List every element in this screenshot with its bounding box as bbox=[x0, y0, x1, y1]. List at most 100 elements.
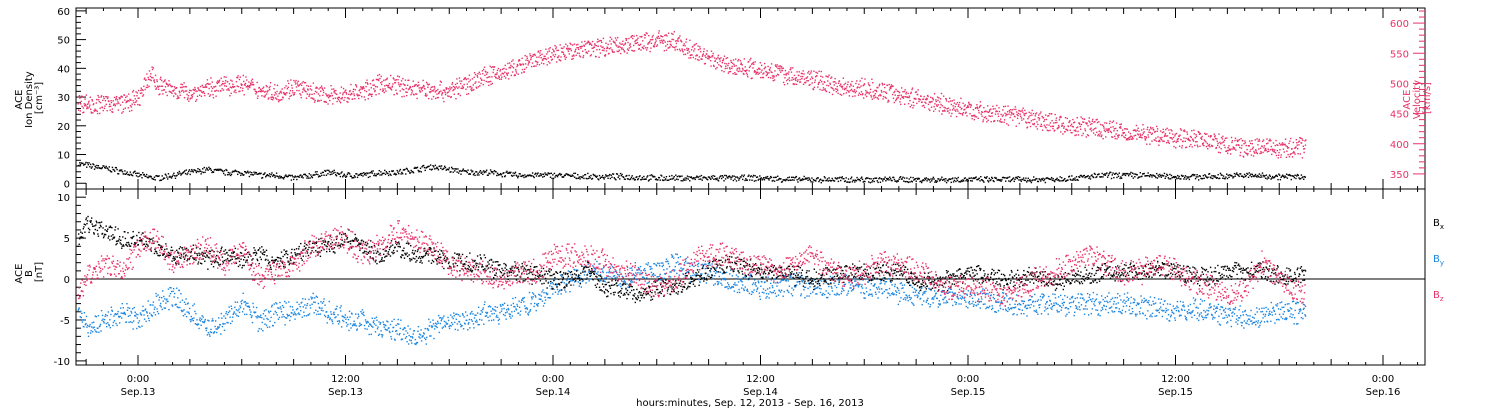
density-point bbox=[223, 173, 224, 174]
velocity-point bbox=[1130, 133, 1131, 134]
velocity-point bbox=[713, 66, 714, 67]
velocity-point bbox=[413, 80, 414, 81]
velocity-point bbox=[1009, 110, 1010, 111]
velocity-point bbox=[1220, 152, 1221, 153]
density-point bbox=[1013, 177, 1014, 178]
velocity-point bbox=[223, 89, 224, 90]
velocity-point bbox=[463, 87, 464, 88]
velocity-point bbox=[992, 112, 993, 113]
density-point bbox=[198, 171, 199, 172]
velocity-point bbox=[280, 91, 281, 92]
velocity-point bbox=[291, 85, 292, 86]
velocity-point bbox=[1083, 133, 1084, 134]
by-point bbox=[86, 316, 87, 317]
velocity-point bbox=[933, 99, 934, 100]
velocity-point bbox=[1098, 121, 1099, 122]
velocity-point bbox=[1092, 119, 1093, 120]
density-point bbox=[1286, 174, 1287, 175]
velocity-point bbox=[1127, 139, 1128, 140]
velocity-point bbox=[841, 94, 842, 95]
velocity-point bbox=[974, 115, 975, 116]
density-point bbox=[809, 178, 810, 179]
velocity-point bbox=[746, 73, 747, 74]
velocity-point bbox=[616, 45, 617, 46]
velocity-point bbox=[1079, 123, 1080, 124]
velocity-point bbox=[256, 82, 257, 83]
density-point bbox=[171, 177, 172, 178]
density-point bbox=[772, 180, 773, 181]
velocity-point bbox=[808, 80, 809, 81]
velocity-point bbox=[889, 89, 890, 90]
velocity-point bbox=[1022, 111, 1023, 112]
velocity-point bbox=[703, 53, 704, 54]
velocity-point bbox=[206, 87, 207, 88]
velocity-point bbox=[585, 43, 586, 44]
by-point bbox=[119, 322, 120, 323]
velocity-point bbox=[268, 97, 269, 98]
density-point bbox=[1165, 176, 1166, 177]
density-point bbox=[1295, 178, 1296, 179]
velocity-point bbox=[1034, 123, 1035, 124]
velocity-point bbox=[570, 44, 571, 45]
velocity-point bbox=[1193, 140, 1194, 141]
velocity-point bbox=[203, 91, 204, 92]
velocity-point bbox=[617, 37, 618, 38]
density-point bbox=[425, 170, 426, 171]
velocity-point bbox=[725, 58, 726, 59]
velocity-point bbox=[1023, 118, 1024, 119]
density-point bbox=[636, 176, 637, 177]
velocity-point bbox=[143, 86, 144, 87]
density-point bbox=[828, 177, 829, 178]
density-point bbox=[1098, 173, 1099, 174]
velocity-point bbox=[750, 58, 751, 59]
velocity-point bbox=[1232, 140, 1233, 141]
velocity-point bbox=[1084, 128, 1085, 129]
velocity-point bbox=[1003, 106, 1004, 107]
velocity-point bbox=[944, 110, 945, 111]
velocity-point bbox=[918, 101, 919, 102]
by-point bbox=[137, 314, 138, 315]
density-point bbox=[78, 165, 79, 166]
velocity-point bbox=[493, 69, 494, 70]
velocity-point bbox=[254, 89, 255, 90]
velocity-point bbox=[939, 107, 940, 108]
velocity-point bbox=[871, 79, 872, 80]
velocity-point bbox=[983, 119, 984, 120]
velocity-point bbox=[894, 102, 895, 103]
velocity-point bbox=[525, 63, 526, 64]
density-point bbox=[457, 168, 458, 169]
velocity-point bbox=[780, 67, 781, 68]
velocity-point bbox=[1258, 148, 1259, 149]
velocity-point bbox=[543, 63, 544, 64]
velocity-point bbox=[1137, 128, 1138, 129]
velocity-point bbox=[850, 84, 851, 85]
velocity-point bbox=[500, 69, 501, 70]
velocity-point bbox=[1055, 120, 1056, 121]
by-point bbox=[135, 312, 136, 313]
velocity-point bbox=[295, 80, 296, 81]
velocity-point bbox=[898, 95, 899, 96]
density-point bbox=[988, 181, 989, 182]
velocity-point bbox=[849, 95, 850, 96]
time-tick-date: Sep.13 bbox=[328, 387, 363, 398]
density-point bbox=[952, 177, 953, 178]
velocity-point bbox=[365, 82, 366, 83]
velocity-point bbox=[1185, 141, 1186, 142]
density-point bbox=[993, 181, 994, 182]
velocity-point bbox=[177, 95, 178, 96]
density-point bbox=[1189, 179, 1190, 180]
velocity-point bbox=[809, 73, 810, 74]
velocity-point bbox=[1303, 146, 1304, 147]
density-point bbox=[1210, 177, 1211, 178]
density-point bbox=[1259, 177, 1260, 178]
velocity-point bbox=[627, 42, 628, 43]
velocity-point bbox=[1102, 124, 1103, 125]
velocity-point bbox=[221, 88, 222, 89]
velocity-point bbox=[980, 105, 981, 106]
velocity-point bbox=[973, 109, 974, 110]
velocity-point bbox=[1205, 134, 1206, 135]
velocity-point bbox=[516, 72, 517, 73]
velocity-point bbox=[1188, 138, 1189, 139]
velocity-point bbox=[1053, 126, 1054, 127]
velocity-point bbox=[1278, 157, 1279, 158]
